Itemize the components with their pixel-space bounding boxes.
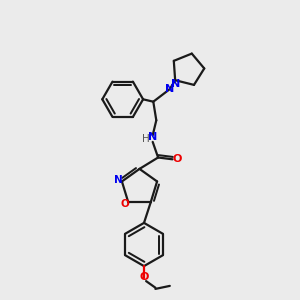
Text: O: O — [120, 200, 129, 209]
Text: H: H — [142, 134, 150, 145]
Text: N: N — [148, 131, 157, 142]
Text: O: O — [139, 272, 149, 283]
Text: N: N — [170, 79, 180, 89]
Text: O: O — [172, 154, 182, 164]
Text: N: N — [114, 175, 123, 184]
Text: N: N — [166, 84, 175, 94]
